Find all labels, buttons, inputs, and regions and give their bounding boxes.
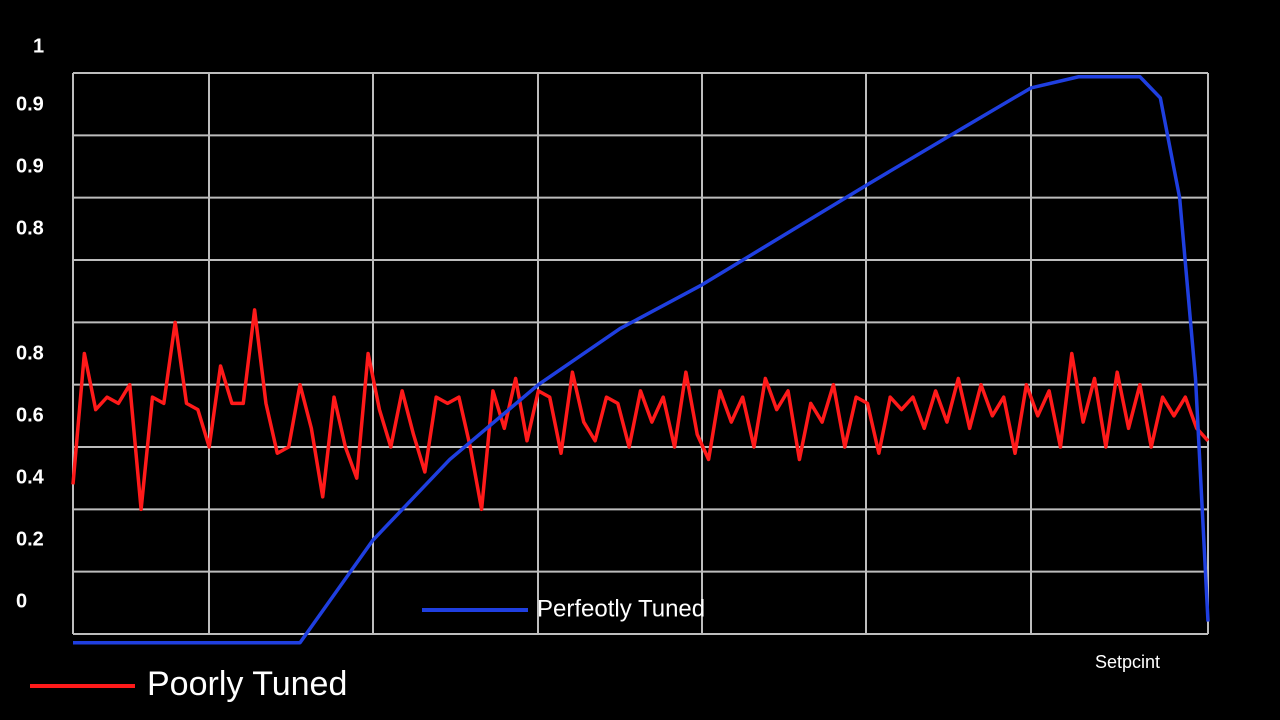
legend-label: Perfeotly Tuned: [537, 595, 705, 622]
series-line: [71, 308, 1210, 512]
y-axis-label: 0.9: [16, 93, 44, 115]
y-axis-label: 0.9: [16, 155, 44, 177]
annotation: Setpcint: [1095, 652, 1160, 672]
y-axis-label: 0.2: [16, 528, 44, 550]
y-axis-label: 0.6: [16, 404, 44, 426]
y-axis-label: 0.4: [16, 466, 45, 488]
y-axis-label: 0: [16, 590, 27, 612]
legend-label: Poorly Tuned: [147, 665, 347, 703]
series-line: [73, 74, 1210, 645]
vertical-grid: [72, 73, 1209, 634]
y-axis-label: 0.8: [16, 342, 44, 364]
y-axis-label: 1: [33, 35, 44, 57]
y-axis-label: 0.8: [16, 217, 44, 239]
